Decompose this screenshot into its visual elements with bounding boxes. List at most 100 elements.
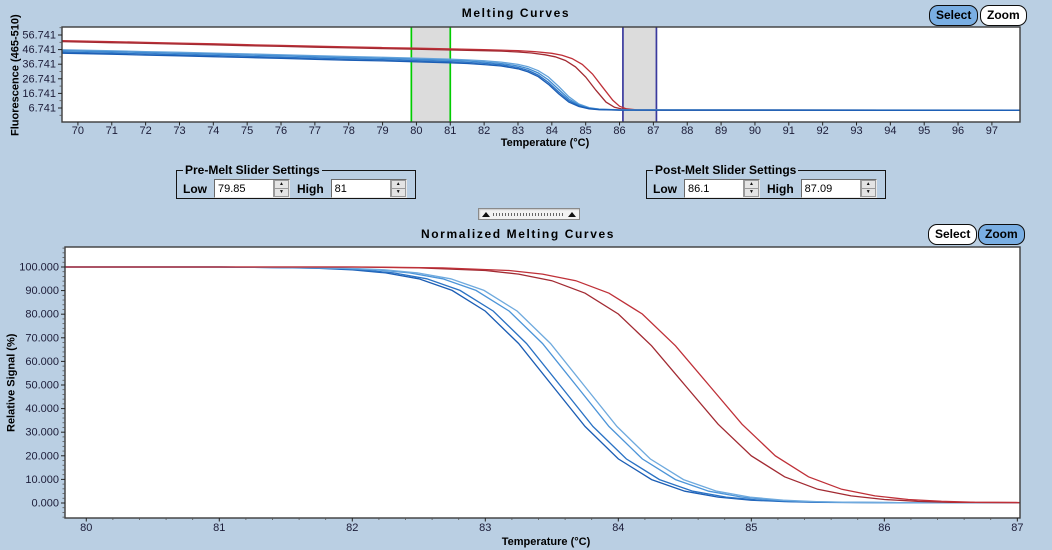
- svg-text:78: 78: [343, 125, 355, 137]
- bottom-y-axis-label: Relative Signal (%): [5, 333, 18, 432]
- bottom-zoom-button[interactable]: Zoom: [978, 224, 1025, 245]
- top-y-axis-label: Fluorescence (465-510): [9, 14, 22, 136]
- spin-up-icon[interactable]: ▲: [274, 180, 289, 188]
- svg-text:100.000: 100.000: [19, 261, 59, 273]
- pre-low-field: ▲▼: [214, 179, 290, 198]
- bottom-select-button[interactable]: Select: [928, 224, 978, 245]
- svg-text:85: 85: [745, 522, 757, 534]
- svg-text:95: 95: [918, 125, 930, 137]
- spin-up-icon[interactable]: ▲: [860, 180, 876, 188]
- spin-down-icon[interactable]: ▼: [274, 188, 289, 197]
- chart-0: 70 71 72 73 74 75 76 77 78 79 80 81 82 83 84 85 86 87 88 89…: [22, 26, 1021, 137]
- bottom-x-axis-label: Temperature (°C): [501, 536, 591, 548]
- pre-melt-legend: Pre-Melt Slider Settings: [185, 163, 320, 177]
- slider-track: [493, 212, 565, 216]
- post-low-input[interactable]: [685, 180, 743, 197]
- sample-blue-3: [62, 51, 1020, 111]
- top-select-button[interactable]: Select: [929, 5, 979, 26]
- spin-up-icon[interactable]: ▲: [390, 180, 406, 188]
- svg-text:73: 73: [173, 125, 185, 137]
- svg-text:80: 80: [410, 125, 422, 137]
- melting-curves-plot-area[interactable]: [62, 27, 1020, 122]
- spin-down-icon[interactable]: ▼: [390, 188, 406, 197]
- svg-text:80.000: 80.000: [25, 309, 59, 321]
- normalized-melting-curves-title: Normalized Melting Curves: [420, 227, 616, 241]
- svg-text:30.000: 30.000: [25, 427, 59, 439]
- post-high-field: ▲▼: [800, 179, 877, 198]
- svg-text:97: 97: [986, 125, 998, 137]
- svg-text:16.741: 16.741: [22, 88, 56, 100]
- norm-blue-4: [65, 266, 1020, 504]
- sample-blue-4: [62, 52, 1020, 111]
- svg-text:94: 94: [884, 125, 896, 137]
- svg-text:84: 84: [612, 522, 624, 534]
- svg-text:92: 92: [817, 125, 829, 137]
- svg-text:75: 75: [241, 125, 253, 137]
- svg-text:87: 87: [1011, 522, 1023, 534]
- top-x-axis-label: Temperature (°C): [500, 137, 590, 149]
- sample-red-1: [62, 39, 1020, 111]
- slider-right-handle-icon[interactable]: [568, 211, 576, 217]
- svg-text:71: 71: [106, 125, 118, 137]
- svg-text:70: 70: [72, 125, 84, 137]
- post-high-input[interactable]: [801, 180, 860, 197]
- svg-text:77: 77: [309, 125, 321, 137]
- pre-high-label: High: [297, 181, 324, 196]
- svg-text:86: 86: [878, 522, 890, 534]
- spin-down-icon[interactable]: ▼: [860, 188, 876, 197]
- svg-text:74: 74: [207, 125, 219, 137]
- normalized-melting-curves-plot-area[interactable]: [65, 247, 1020, 518]
- sample-blue-2: [62, 50, 1020, 111]
- post-melt-settings-group: Post-Melt Slider Settings Low ▲▼ High ▲▼: [646, 163, 886, 199]
- post-high-label: High: [767, 181, 794, 196]
- pre-low-input[interactable]: [215, 180, 273, 197]
- svg-text:87: 87: [647, 125, 659, 137]
- svg-text:83: 83: [512, 125, 524, 137]
- spin-up-icon[interactable]: ▲: [744, 180, 759, 188]
- svg-text:6.741: 6.741: [28, 102, 56, 114]
- svg-text:60.000: 60.000: [25, 356, 59, 368]
- melt-region-slider[interactable]: [478, 208, 580, 220]
- svg-text:70.000: 70.000: [25, 332, 59, 344]
- svg-text:86: 86: [613, 125, 625, 137]
- spin-down-icon[interactable]: ▼: [744, 188, 759, 197]
- pre-low-label: Low: [183, 181, 207, 196]
- svg-text:36.741: 36.741: [22, 59, 56, 71]
- svg-text:26.741: 26.741: [22, 73, 56, 85]
- svg-text:72: 72: [139, 125, 151, 137]
- pre-high-field: ▲▼: [330, 179, 407, 198]
- sample-red-2: [62, 40, 1020, 111]
- svg-text:83: 83: [479, 522, 491, 534]
- svg-text:46.741: 46.741: [22, 44, 56, 56]
- svg-text:96: 96: [952, 125, 964, 137]
- pre-melt-settings-group: Pre-Melt Slider Settings Low ▲▼ High ▲▼: [176, 163, 416, 199]
- svg-text:90: 90: [749, 125, 761, 137]
- post-low-field: ▲▼: [684, 179, 760, 198]
- svg-text:93: 93: [850, 125, 862, 137]
- svg-text:79: 79: [376, 125, 388, 137]
- svg-text:82: 82: [346, 522, 358, 534]
- norm-red-1: [65, 266, 1020, 504]
- svg-text:90.000: 90.000: [25, 285, 59, 297]
- top-zoom-button[interactable]: Zoom: [980, 5, 1027, 26]
- svg-text:89: 89: [715, 125, 727, 137]
- svg-text:85: 85: [580, 125, 592, 137]
- sample-blue-1: [62, 49, 1020, 111]
- pre-high-input[interactable]: [331, 180, 390, 197]
- svg-text:91: 91: [783, 125, 795, 137]
- slider-left-handle-icon[interactable]: [482, 211, 490, 217]
- svg-text:50.000: 50.000: [25, 379, 59, 391]
- post-melt-legend: Post-Melt Slider Settings: [655, 163, 797, 177]
- svg-text:82: 82: [478, 125, 490, 137]
- post-low-label: Low: [653, 181, 677, 196]
- svg-text:40.000: 40.000: [25, 403, 59, 415]
- svg-text:88: 88: [681, 125, 693, 137]
- melting-curves-title: Melting Curves: [461, 6, 571, 20]
- svg-text:81: 81: [213, 522, 225, 534]
- svg-text:81: 81: [444, 125, 456, 137]
- svg-text:0.000: 0.000: [31, 497, 59, 509]
- svg-text:10.000: 10.000: [25, 474, 59, 486]
- svg-text:56.741: 56.741: [22, 29, 56, 41]
